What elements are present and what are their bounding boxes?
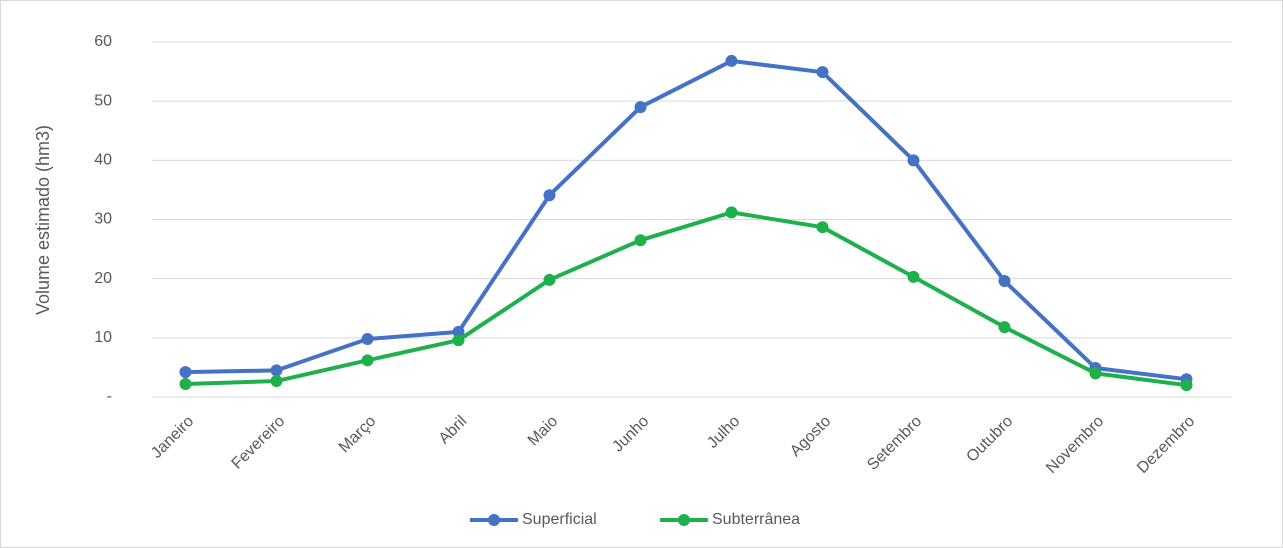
y-tick-label: 60 [94,33,112,50]
data-point [361,333,374,346]
legend-marker [678,514,690,526]
data-point [179,377,192,390]
data-point [907,154,920,167]
data-point [725,206,738,219]
legend-marker [488,514,500,526]
legend-label: Subterrânea [712,511,800,528]
data-point [452,325,465,338]
data-point [634,101,647,114]
data-point [634,234,647,247]
series-line [185,210,1187,388]
y-tick-label: 30 [94,211,112,228]
data-point [907,270,920,283]
series-line [185,58,1187,382]
data-point [816,221,829,234]
data-point [179,366,192,379]
y-tick-label: 20 [94,270,112,287]
data-point [816,66,829,79]
data-point [543,189,556,202]
y-tick-label: 40 [94,152,112,169]
data-point [998,275,1011,288]
legend-label: Superficial [522,511,597,528]
data-point [270,375,283,388]
data-point [1089,367,1102,380]
data-point [452,334,465,347]
y-axis-title: Volume estimado (hm3) [33,125,53,315]
data-point [270,364,283,377]
data-point [543,273,556,286]
data-point [725,54,738,67]
data-point [361,354,374,367]
y-tick-label: - [107,388,112,405]
data-point [998,321,1011,334]
y-tick-label: 50 [94,92,112,109]
data-point [1180,379,1193,392]
y-tick-label: 10 [94,329,112,346]
